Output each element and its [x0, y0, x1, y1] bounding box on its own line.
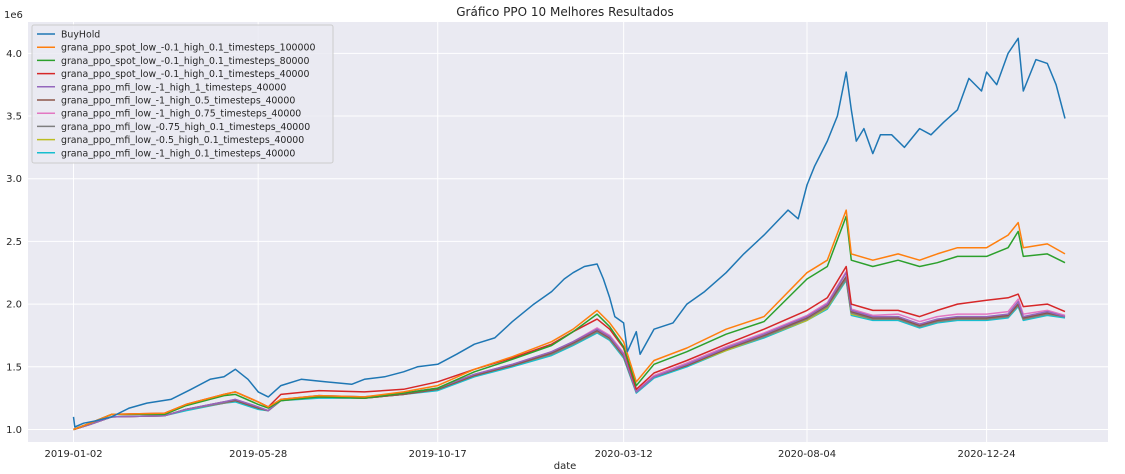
series-line-1: [73, 209, 1066, 431]
y-scale-label: 1e6: [4, 10, 23, 21]
y-tick-label: 4.0: [6, 49, 22, 60]
legend-label: grana_ppo_mfi_low_-1_high_0.1_timesteps_…: [61, 148, 295, 159]
legend-label: grana_ppo_mfi_low_-1_high_0.75_timesteps…: [61, 109, 301, 120]
legend-label: grana_ppo_mfi_low_-1_high_1_timesteps_40…: [61, 82, 286, 93]
x-tick-label: 2020-12-24: [958, 449, 1016, 460]
chart-title: Gráfico PPO 10 Melhores Resultados: [456, 5, 674, 19]
y-tick-label: 1.0: [6, 425, 22, 436]
legend-box: [31, 24, 334, 164]
legend-label: grana_ppo_spot_low_-0.1_high_0.1_timeste…: [61, 43, 315, 54]
legend-label: grana_ppo_spot_low_-0.1_high_0.1_timeste…: [61, 56, 309, 67]
y-tick-label: 1.5: [6, 362, 22, 373]
series-line-4: [73, 271, 1066, 431]
x-tick-label: 2020-03-12: [595, 449, 653, 460]
y-tick-label: 2.5: [6, 237, 22, 248]
legend-label: grana_ppo_mfi_low_-0.5_high_0.1_timestep…: [61, 135, 304, 146]
series-line-0: [72, 37, 1066, 428]
legend-label: grana_ppo_mfi_low_-1_high_0.5_timesteps_…: [61, 96, 295, 107]
legend-label: BuyHold: [61, 30, 100, 41]
y-axis-ticks: 1.0 1.5 2.0 2.5 3.0 3.5 4.0: [6, 49, 22, 436]
x-tick-label: 2019-05-28: [229, 449, 287, 460]
x-tick-label: 2019-01-02: [44, 449, 102, 460]
x-tick-label: 2020-08-04: [778, 449, 836, 460]
legend: BuyHold grana_ppo_spot_low_-0.1_high_0.1_…: [31, 24, 334, 164]
series-line-2: [73, 215, 1066, 431]
x-tick-label: 2019-10-17: [409, 449, 467, 460]
y-tick-label: 2.0: [6, 300, 22, 311]
x-axis-label: date: [554, 461, 577, 472]
series-lines: [72, 37, 1066, 431]
y-tick-label: 3.5: [6, 112, 22, 123]
legend-label: grana_ppo_spot_low_-0.1_high_0.1_timeste…: [61, 69, 309, 80]
x-axis-ticks: 2019-01-02 2019-05-28 2019-10-17 2020-03-12…: [44, 449, 1015, 460]
y-tick-label: 3.0: [6, 174, 22, 185]
legend-label: grana_ppo_mfi_low_-0.75_high_0.1_timeste…: [61, 122, 310, 133]
